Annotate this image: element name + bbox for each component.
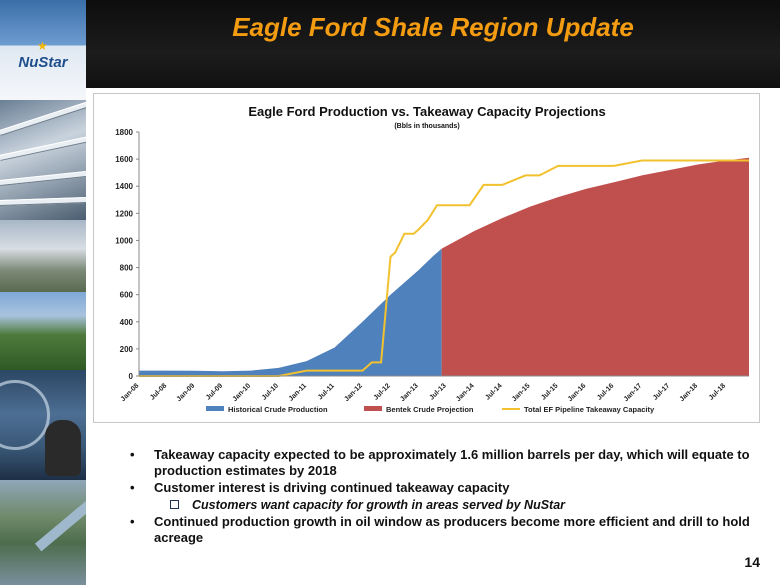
pipe-shape xyxy=(0,100,86,136)
page-number: 14 xyxy=(744,554,760,570)
plot-area xyxy=(139,157,749,377)
bullet-text: Continued production growth in oil windo… xyxy=(154,514,750,545)
terminal-photo xyxy=(0,220,86,292)
series-area-1 xyxy=(441,157,749,376)
y-tick-label: 800 xyxy=(120,264,134,273)
x-tick-label: Jul-09 xyxy=(205,382,224,401)
legend-label: Historical Crude Production xyxy=(228,405,328,414)
x-tick-label: Jul-10 xyxy=(261,382,280,401)
aerial-river-photo xyxy=(0,480,86,585)
x-tick-label: Jul-17 xyxy=(652,382,671,401)
river-shape xyxy=(34,498,86,552)
header-band xyxy=(86,0,780,88)
bullet-item: • Continued production growth in oil wind… xyxy=(130,514,750,546)
sub-bullet-item: Customers want capacity for growth in ar… xyxy=(130,497,750,513)
x-tick-label: Jul-11 xyxy=(317,382,336,401)
bullet-text: Takeaway capacity expected to be approxi… xyxy=(154,447,750,478)
pipe-shape xyxy=(0,169,86,186)
pipe-shape xyxy=(0,196,86,206)
x-tick-label: Jul-14 xyxy=(484,382,503,401)
y-tick-label: 1800 xyxy=(115,128,133,137)
y-tick-label: 600 xyxy=(120,291,134,300)
chart-frame: Eagle Ford Production vs. Takeaway Capac… xyxy=(93,93,760,423)
x-tick-label: Jan-17 xyxy=(623,382,644,403)
x-tick-label: Jan-15 xyxy=(511,382,532,403)
bullet-dot-icon: • xyxy=(130,514,135,529)
pipe-curve-shape xyxy=(0,380,50,450)
x-tick-label: Jan-10 xyxy=(232,382,253,403)
x-tick-label: Jul-12 xyxy=(373,382,392,401)
x-tick-label: Jan-08 xyxy=(120,382,141,403)
x-tick-label: Jul-13 xyxy=(428,382,447,401)
legend-swatch xyxy=(206,406,224,411)
production-chart: Eagle Ford Production vs. Takeaway Capac… xyxy=(115,104,749,414)
pipe-shape xyxy=(0,134,86,161)
x-tick-label: Jan-13 xyxy=(399,382,420,403)
x-tick-label: Jul-15 xyxy=(540,382,559,401)
y-tick-label: 1600 xyxy=(115,155,133,164)
y-tick-label: 1400 xyxy=(115,182,133,191)
photo-strip: ★ NuStar xyxy=(0,0,86,585)
legend-swatch xyxy=(364,406,382,411)
x-tick-label: Jan-14 xyxy=(455,382,476,403)
chart-legend: Historical Crude Production Bentek Crude … xyxy=(206,405,655,414)
series-area-0 xyxy=(139,248,442,376)
legend-label: Total EF Pipeline Takeaway Capacity xyxy=(524,405,655,414)
x-tick-label: Jul-16 xyxy=(596,382,615,401)
bullet-item: • Customer interest is driving continued … xyxy=(130,480,750,496)
bullet-text: Customer interest is driving continued t… xyxy=(154,480,510,495)
x-tick-label: Jan-11 xyxy=(288,382,308,402)
y-tick-label: 400 xyxy=(120,318,134,327)
x-tick-label: Jan-16 xyxy=(567,382,588,403)
legend-label: Bentek Crude Projection xyxy=(386,405,474,414)
axes: 0 200 400 600 800 1000 1200 1400 1600 1800 Jan-08 J… xyxy=(115,128,749,403)
bullet-dot-icon: • xyxy=(130,447,135,462)
bullet-item: • Takeaway capacity expected to be approx… xyxy=(130,447,750,479)
chart-subtitle: (Bbls in thousands) xyxy=(394,123,459,130)
y-tick-label: 200 xyxy=(120,345,134,354)
star-icon: ★ xyxy=(37,39,48,53)
x-tick-label: Jan-09 xyxy=(176,382,197,403)
page-title: Eagle Ford Shale Region Update xyxy=(232,12,634,42)
pipeline-photo xyxy=(0,100,86,220)
x-tick-label: Jul-08 xyxy=(149,382,168,401)
nustar-logo: NuStar xyxy=(18,54,68,71)
worker-photo xyxy=(0,370,86,480)
sub-bullet-text: Customers want capacity for growth in ar… xyxy=(192,498,566,512)
y-tick-label: 1000 xyxy=(115,236,133,245)
storage-tank-photo: ★ NuStar xyxy=(0,0,86,100)
mountain-photo xyxy=(0,292,86,370)
y-tick-label: 0 xyxy=(129,372,134,381)
x-tick-label: Jul-18 xyxy=(708,382,727,401)
y-tick-label: 1200 xyxy=(115,209,133,218)
bullet-list: • Takeaway capacity expected to be approx… xyxy=(130,447,750,547)
square-bullet-icon xyxy=(170,500,179,509)
series-line-2 xyxy=(139,159,749,377)
x-tick-label: Jan-12 xyxy=(343,382,364,403)
chart-title: Eagle Ford Production vs. Takeaway Capac… xyxy=(248,104,605,119)
bullet-dot-icon: • xyxy=(130,480,135,495)
worker-figure xyxy=(45,420,81,476)
x-tick-label: Jan-18 xyxy=(679,382,700,403)
